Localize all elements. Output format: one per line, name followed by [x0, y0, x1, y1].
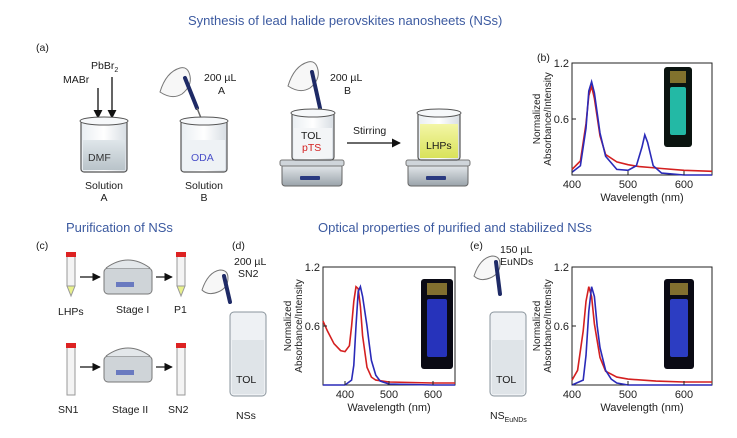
panel-label-d: (d) — [232, 240, 245, 252]
tube-sn2 — [176, 343, 186, 396]
beaker-oda — [179, 116, 229, 173]
centrifuge-2 — [103, 347, 153, 383]
volume-b-target: B — [344, 85, 352, 97]
volume-sn2: 200 µL — [234, 256, 267, 268]
inset-emission — [427, 299, 447, 357]
beaker-oda-label: ODA — [191, 152, 214, 164]
inset-cap — [427, 283, 447, 295]
y-tick-label: 1.2 — [554, 58, 569, 70]
inset-emission — [670, 87, 686, 135]
x-tick-label: 400 — [563, 179, 581, 191]
hand-pipette-icon — [201, 269, 232, 304]
hand-pipette-icon — [473, 255, 502, 296]
inset-cap — [670, 283, 688, 295]
reagent-sn2: SN2 — [238, 268, 259, 280]
y-tick-label: 1.2 — [554, 262, 569, 274]
y-tick-label: 0.6 — [305, 321, 320, 333]
y-tick-label: 0.6 — [554, 114, 569, 126]
volume-b: 200 µL — [330, 72, 363, 84]
beaker-pts-label: pTS — [302, 142, 322, 154]
synthesis-title: Synthesis of lead halide perovskites nan… — [188, 13, 503, 28]
panel-label-e: (e) — [470, 240, 483, 252]
vial-e — [489, 311, 527, 397]
panel-label-b: (b) — [537, 52, 550, 64]
solution-a-caption: Solution A — [85, 180, 123, 204]
x-axis-label: Wavelength (nm) — [600, 192, 683, 204]
beaker-tol-pts — [290, 108, 336, 161]
tube-lhps-label: LHPs — [58, 306, 84, 318]
beaker-lhps-label: LHPs — [426, 140, 452, 152]
y-axis-label: NormalizedAbsorbance/Intensity — [532, 279, 554, 372]
solution-b-caption: Solution B — [185, 180, 223, 204]
x-tick-label: 400 — [563, 389, 581, 401]
beaker-tol-label: TOL — [301, 130, 322, 142]
y-axis-label: NormalizedAbsorbance/Intensity — [532, 72, 554, 165]
x-tick-label: 500 — [619, 179, 637, 191]
x-tick-label: 600 — [424, 389, 442, 401]
beaker-dmf-label: DMF — [88, 152, 111, 164]
optical-title: Optical properties of purified and stabi… — [318, 220, 592, 235]
x-tick-label: 500 — [619, 389, 637, 401]
series-line-1 — [571, 286, 712, 383]
y-tick-label: 0.6 — [554, 321, 569, 333]
tube-sn1 — [66, 343, 76, 396]
reagent-pbbr2: PbBr2 — [91, 60, 119, 75]
panel-label-a: (a) — [36, 42, 49, 54]
vial-d-caption: NSs — [236, 410, 256, 422]
chart-panel-b: 400 500 600 0.6 1.2 Wavelength (nm) Normalized… — [532, 58, 713, 204]
x-axis-label: Wavelength (nm) — [600, 402, 683, 414]
hand-pipette-icon — [159, 67, 202, 119]
beaker-dmf — [79, 116, 129, 173]
y-tick-label: 1.2 — [305, 262, 320, 274]
panel-label-c: (c) — [36, 240, 49, 252]
tube-lhps — [66, 252, 76, 298]
stage-2-label: Stage II — [112, 404, 149, 416]
x-axis-label: Wavelength (nm) — [347, 402, 430, 414]
purification-title: Purification of NSs — [66, 220, 173, 235]
magnetic-stirrer-1 — [279, 159, 345, 187]
y-axis-label: NormalizedAbsorbance/Intensity — [283, 279, 305, 372]
reagent-eunds: EuNDs — [500, 256, 534, 268]
chart-panel-e: 400 500 600 0.6 1.2 Wavelength (nm) Normalized… — [532, 262, 713, 414]
volume-a-target: A — [218, 85, 226, 97]
magnetic-stirrer-2 — [405, 159, 471, 187]
centrifuge-1 — [103, 259, 153, 295]
vial-e-label: TOL — [496, 374, 517, 386]
x-tick-label: 500 — [380, 389, 398, 401]
x-tick-label: 400 — [336, 389, 354, 401]
vial-d — [229, 311, 267, 397]
stage-1-label: Stage I — [116, 304, 150, 316]
reagent-mabr: MABr — [63, 74, 90, 86]
tube-sn2-label: SN2 — [168, 404, 189, 416]
stirring-label: Stirring — [353, 125, 387, 137]
x-tick-label: 600 — [675, 389, 693, 401]
series-line-1 — [322, 285, 455, 384]
chart-panel-d: 400 500 600 0.6 1.2 Wavelength (nm) Normalized… — [283, 262, 456, 414]
x-tick-label: 600 — [675, 179, 693, 191]
inset-emission — [670, 299, 688, 357]
inset-cap — [670, 71, 686, 83]
volume-eunds: 150 µL — [500, 244, 533, 256]
volume-a: 200 µL — [204, 72, 237, 84]
series-line-2 — [323, 284, 455, 386]
vial-d-label: TOL — [236, 374, 257, 386]
vial-e-caption: NSEuNDs — [490, 410, 527, 425]
beaker-lhps — [416, 108, 462, 161]
series-line-2 — [571, 78, 712, 176]
tube-p1-label: P1 — [174, 304, 187, 316]
tube-p1 — [176, 252, 186, 298]
tube-sn1-label: SN1 — [58, 404, 79, 416]
series-line-2 — [571, 286, 712, 386]
